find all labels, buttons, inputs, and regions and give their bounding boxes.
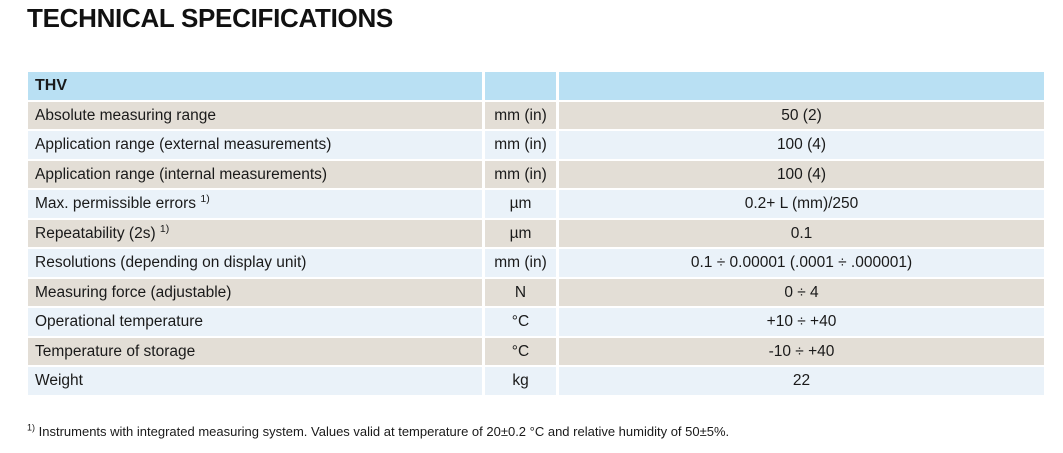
spec-row-value: 100 (4): [559, 160, 1044, 188]
spec-row-unit: mm (in): [485, 131, 556, 159]
spec-row-value: 0.1: [559, 219, 1044, 247]
spec-row-label: Operational temperature: [28, 308, 482, 336]
spec-row-label: Resolutions (depending on display unit): [28, 249, 482, 277]
spec-row-value: +10 ÷ +40: [559, 308, 1044, 336]
footnote-marker: 1): [27, 422, 36, 433]
spec-table: THV Absolute measuring range mm (in) 50 …: [28, 72, 1044, 395]
spec-row-unit: mm (in): [485, 160, 556, 188]
spec-row-unit: °C: [485, 337, 556, 365]
spec-row-value: 22: [559, 367, 1044, 395]
spec-row-value: 0.2+ L (mm)/250: [559, 190, 1044, 218]
spec-row-label: Measuring force (adjustable): [28, 278, 482, 306]
spec-row-value: 0 ÷ 4: [559, 278, 1044, 306]
spec-row-value: -10 ÷ +40: [559, 337, 1044, 365]
spec-row-unit: µm: [485, 219, 556, 247]
spec-row-label: Max. permissible errors 1): [28, 190, 482, 218]
table-header-model: THV: [28, 72, 482, 100]
spec-row-unit: N: [485, 278, 556, 306]
spec-row-label: Temperature of storage: [28, 337, 482, 365]
footnote-text: Instruments with integrated measuring sy…: [35, 424, 730, 439]
footnote: 1) Instruments with integrated measuring…: [27, 422, 730, 439]
spec-row-unit: mm (in): [485, 101, 556, 129]
page-title: TECHNICAL SPECIFICATIONS: [27, 3, 393, 33]
footnote-marker: 1): [159, 222, 170, 235]
spec-row-label: Repeatability (2s) 1): [28, 219, 482, 247]
spec-row-unit: kg: [485, 367, 556, 395]
spec-row-label: Absolute measuring range: [28, 101, 482, 129]
spec-row-label: Application range (internal measurements…: [28, 160, 482, 188]
footnote-marker: 1): [200, 192, 210, 205]
spec-row-value: 0.1 ÷ 0.00001 (.0001 ÷ .000001): [559, 249, 1044, 277]
table-header-value-col: [559, 72, 1044, 100]
spec-row-label: Application range (external measurements…: [28, 131, 482, 159]
spec-row-label: Weight: [28, 367, 482, 395]
table-header-unit-col: [485, 72, 556, 100]
spec-row-unit: µm: [485, 190, 556, 218]
spec-row-unit: mm (in): [485, 249, 556, 277]
spec-row-unit: °C: [485, 308, 556, 336]
spec-row-value: 50 (2): [559, 101, 1044, 129]
spec-row-value: 100 (4): [559, 131, 1044, 159]
